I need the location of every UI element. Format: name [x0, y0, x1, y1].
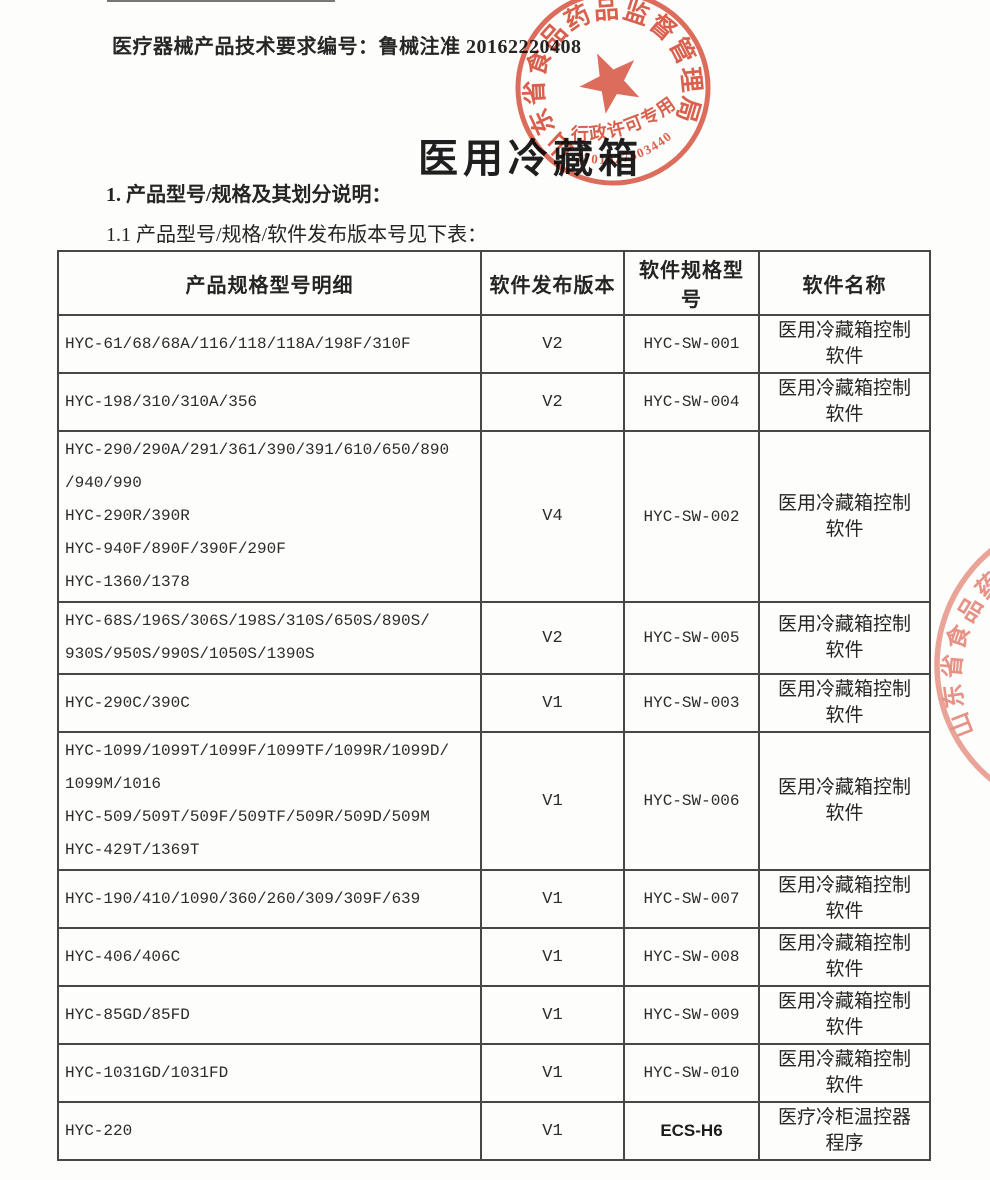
- cell-sw-model: HYC-SW-006: [623, 731, 760, 871]
- col-header-sw-name: 软件名称: [758, 250, 931, 316]
- cell-sw-model: HYC-SW-005: [623, 601, 760, 675]
- cell-models: HYC-1031GD/1031FD: [57, 1043, 482, 1103]
- cell-version: V1: [480, 1043, 625, 1103]
- cell-sw-name: 医用冷藏箱控制 软件: [758, 372, 931, 432]
- cell-sw-name: 医用冷藏箱控制 软件: [758, 673, 931, 733]
- cell-models: HYC-290/290A/291/361/390/391/610/650/890…: [57, 430, 482, 603]
- table-header-row: 产品规格型号明细 软件发布版本 软件规格型号 软件名称: [57, 250, 931, 316]
- cell-sw-model: HYC-SW-009: [623, 985, 760, 1045]
- cell-sw-name: 医用冷藏箱控制 软件: [758, 869, 931, 929]
- section-heading-1-1: 1.1 产品型号/规格/软件发布版本号见下表：: [106, 224, 488, 246]
- section-heading-1: 1. 产品型号/规格及其划分说明：: [106, 184, 392, 206]
- cell-sw-model: HYC-SW-003: [623, 673, 760, 733]
- cell-sw-model: HYC-SW-004: [623, 372, 760, 432]
- cell-models: HYC-290C/390C: [57, 673, 482, 733]
- cell-version: V2: [480, 314, 625, 374]
- spec-table: 产品规格型号明细 软件发布版本 软件规格型号 软件名称 HYC-61/68/68…: [57, 250, 931, 1161]
- cell-models: HYC-406/406C: [57, 927, 482, 987]
- table-row: HYC-290/290A/291/361/390/391/610/650/890…: [57, 430, 931, 603]
- col-header-sw-model: 软件规格型号: [623, 250, 760, 316]
- scan-artifact-line: [107, 0, 335, 2]
- cell-sw-name: 医用冷藏箱控制 软件: [758, 927, 931, 987]
- cell-version: V1: [480, 927, 625, 987]
- cell-models: HYC-220: [57, 1101, 482, 1161]
- cell-version: V1: [480, 673, 625, 733]
- cell-sw-name: 医用冷藏箱控制 软件: [758, 314, 931, 374]
- cell-models: HYC-61/68/68A/116/118/118A/198F/310F: [57, 314, 482, 374]
- cell-version: V4: [480, 430, 625, 603]
- cell-sw-model: HYC-SW-010: [623, 1043, 760, 1103]
- table-row: HYC-406/406C V1 HYC-SW-008 医用冷藏箱控制 软件: [57, 927, 931, 987]
- cell-sw-model: HYC-SW-007: [623, 869, 760, 929]
- cell-version: V1: [480, 985, 625, 1045]
- col-header-version: 软件发布版本: [480, 250, 625, 316]
- doc-number-line: 医疗器械产品技术要求编号：鲁械注准 20162220408: [112, 36, 582, 58]
- cell-sw-name: 医用冷藏箱控制 软件: [758, 601, 931, 675]
- cell-models: HYC-1099/1099T/1099F/1099TF/1099R/1099D/…: [57, 731, 482, 871]
- cell-sw-model: ECS-H6: [623, 1101, 760, 1161]
- cell-sw-name: 医疗冷柜温控器 程序: [758, 1101, 931, 1161]
- cell-version: V1: [480, 1101, 625, 1161]
- cell-sw-name: 医用冷藏箱控制 软件: [758, 1043, 931, 1103]
- cell-version: V2: [480, 372, 625, 432]
- table-row: HYC-190/410/1090/360/260/309/309F/639 V1…: [57, 869, 931, 929]
- cell-models: HYC-85GD/85FD: [57, 985, 482, 1045]
- cell-sw-model: HYC-SW-001: [623, 314, 760, 374]
- table-row: HYC-61/68/68A/116/118/118A/198F/310F V2 …: [57, 314, 931, 374]
- table-row: HYC-290C/390C V1 HYC-SW-003 医用冷藏箱控制 软件: [57, 673, 931, 733]
- table-row: HYC-68S/196S/306S/198S/310S/650S/890S/ 9…: [57, 601, 931, 675]
- cell-sw-name: 医用冷藏箱控制 软件: [758, 985, 931, 1045]
- cell-version: V1: [480, 869, 625, 929]
- cell-models: HYC-190/410/1090/360/260/309/309F/639: [57, 869, 482, 929]
- page-title: 医用冷藏箱: [418, 136, 643, 181]
- cell-models: HYC-198/310/310A/356: [57, 372, 482, 432]
- cell-sw-name: 医用冷藏箱控制 软件: [758, 430, 931, 603]
- table-row: HYC-85GD/85FD V1 HYC-SW-009 医用冷藏箱控制 软件: [57, 985, 931, 1045]
- table-row: HYC-1099/1099T/1099F/1099TF/1099R/1099D/…: [57, 731, 931, 871]
- table-row: HYC-198/310/310A/356 V2 HYC-SW-004 医用冷藏箱…: [57, 372, 931, 432]
- cell-version: V1: [480, 731, 625, 871]
- cell-version: V2: [480, 601, 625, 675]
- cell-sw-name: 医用冷藏箱控制 软件: [758, 731, 931, 871]
- table-row: HYC-1031GD/1031FD V1 HYC-SW-010 医用冷藏箱控制 …: [57, 1043, 931, 1103]
- table-row: HYC-220 V1 ECS-H6 医疗冷柜温控器 程序: [57, 1101, 931, 1161]
- col-header-models: 产品规格型号明细: [57, 250, 482, 316]
- cell-sw-model: HYC-SW-008: [623, 927, 760, 987]
- cell-sw-model: HYC-SW-002: [623, 430, 760, 603]
- cell-models: HYC-68S/196S/306S/198S/310S/650S/890S/ 9…: [57, 601, 482, 675]
